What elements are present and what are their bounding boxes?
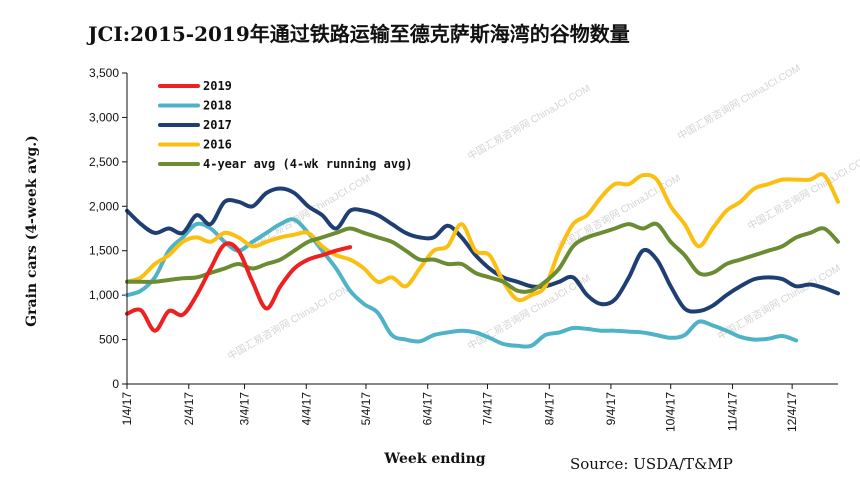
series-line-2016 bbox=[125, 172, 840, 303]
legend-label: 2016 bbox=[203, 138, 232, 152]
legend: 2019 2018 2017 2016 4-year avg (4-wk running… bbox=[158, 79, 413, 171]
series-line-2019 bbox=[125, 241, 353, 333]
watermark-text: 中国汇易咨询网 ChinaJCI.COM bbox=[465, 271, 593, 352]
watermark-text: 中国汇易咨询网 ChinaJCI.COM bbox=[745, 151, 860, 232]
y-tick-label: 3,500 bbox=[89, 66, 119, 80]
x-tick-label: 1/4/17 bbox=[120, 392, 134, 426]
x-tick-label: 2/4/17 bbox=[182, 392, 196, 426]
y-tick-label: 500 bbox=[99, 333, 119, 347]
x-tick-label: 8/4/17 bbox=[542, 392, 556, 426]
watermark-text: 中国汇易咨询网 ChinaJCI.COM bbox=[675, 61, 803, 142]
x-tick-label: 5/4/17 bbox=[359, 392, 373, 426]
y-tick-label: 0 bbox=[112, 377, 119, 391]
y-tick-label: 2,000 bbox=[89, 199, 119, 213]
x-tick-label: 4/4/17 bbox=[299, 392, 313, 426]
series-lines bbox=[125, 172, 840, 349]
legend-label: 2017 bbox=[203, 118, 232, 132]
watermark-text: 中国汇易咨询网 ChinaJCI.COM bbox=[465, 81, 593, 162]
x-tick-label: 7/4/17 bbox=[481, 392, 495, 426]
x-tick-label: 3/4/17 bbox=[238, 392, 252, 426]
y-axis-title: Grain cars (4-week avg.) bbox=[24, 135, 40, 327]
x-axis-ticks: 1/4/17 2/4/17 3/4/17 4/4/17 5/4/17 6/4/17 7/4/… bbox=[120, 384, 799, 432]
y-tick-label: 1,500 bbox=[89, 244, 119, 258]
legend-label: 4-year avg (4-wk running avg) bbox=[203, 157, 413, 171]
x-tick-label: 10/4/17 bbox=[664, 392, 678, 432]
x-tick-label: 9/4/17 bbox=[604, 392, 618, 426]
watermark-text: 中国汇易咨询网 ChinaJCI.COM bbox=[715, 261, 843, 342]
y-tick-label: 3,000 bbox=[89, 110, 119, 124]
x-axis-title: Week ending bbox=[383, 451, 485, 467]
legend-label: 2018 bbox=[203, 99, 232, 113]
y-tick-label: 1,000 bbox=[89, 288, 119, 302]
chart-title: JCI:2015-2019年通过铁路运输至德克萨斯海湾的谷物数量 bbox=[88, 22, 630, 46]
series-line-2017 bbox=[125, 186, 840, 314]
x-tick-label: 11/4/17 bbox=[725, 392, 739, 431]
source-note: Source: USDA/T&MP bbox=[570, 455, 733, 473]
x-tick-label: 6/4/17 bbox=[421, 392, 435, 426]
y-axis-ticks: 0 500 1,000 1,500 2,000 2,500 3,000 3,500 bbox=[89, 66, 127, 391]
legend-label: 2019 bbox=[203, 79, 232, 93]
y-tick-label: 2,500 bbox=[89, 155, 119, 169]
x-tick-label: 12/4/17 bbox=[785, 392, 799, 432]
watermark-text: 中国汇易咨询网 ChinaJCI.COM bbox=[225, 281, 353, 362]
